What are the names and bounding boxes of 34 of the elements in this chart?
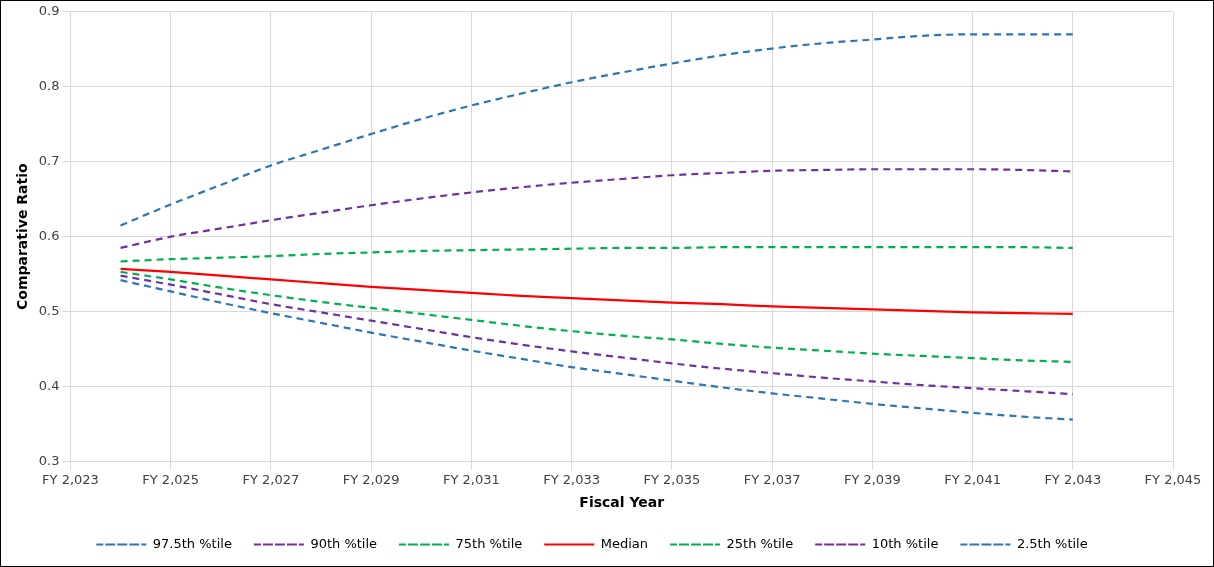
x-tick-label: FY 2,043: [1044, 471, 1102, 487]
y-tick-label: 0.5: [38, 303, 60, 319]
line-series: [119, 33, 1074, 227]
x-tick-label: FY 2,029: [342, 471, 400, 487]
x-tick-label: FY 2,033: [543, 471, 601, 487]
line-series: [119, 274, 1074, 396]
y-tick-label: 0.7: [38, 153, 60, 169]
legend-label: 10th %tile: [871, 535, 939, 551]
legend-label: 2.5th %tile: [1016, 535, 1088, 551]
x-tick-label: FY 2,025: [142, 471, 200, 487]
x-tick-label: FY 2,045: [1144, 471, 1202, 487]
x-tick-label: FY 2,027: [242, 471, 300, 487]
legend-label: 90th %tile: [310, 535, 378, 551]
line-series: [119, 267, 1074, 316]
line-series: [119, 246, 1074, 263]
x-tick-label: FY 2,031: [443, 471, 500, 487]
x-axis-title: Fiscal Year: [579, 494, 665, 511]
x-tick-label: FY 2,041: [944, 471, 1001, 487]
legend-label: 25th %tile: [726, 535, 794, 551]
legend-label: 75th %tile: [455, 535, 523, 551]
x-tick-label: FY 2,035: [643, 471, 701, 487]
legend-label: 97.5th %tile: [152, 535, 232, 551]
y-tick-label: 0.8: [38, 78, 60, 94]
y-tick-label: 0.6: [38, 228, 60, 244]
x-tick-label: FY 2,023: [42, 471, 99, 487]
y-tick-label: 0.9: [38, 3, 60, 19]
line-series: [119, 279, 1074, 421]
y-tick-label: 0.3: [38, 452, 60, 468]
line-series: [119, 270, 1074, 363]
x-tick-label: FY 2,039: [843, 471, 901, 487]
y-tick-label: 0.4: [38, 378, 60, 394]
y-axis-title: Comparative Ratio: [14, 163, 31, 311]
x-tick-label: FY 2,037: [743, 471, 801, 487]
legend-label: Median: [600, 535, 649, 551]
